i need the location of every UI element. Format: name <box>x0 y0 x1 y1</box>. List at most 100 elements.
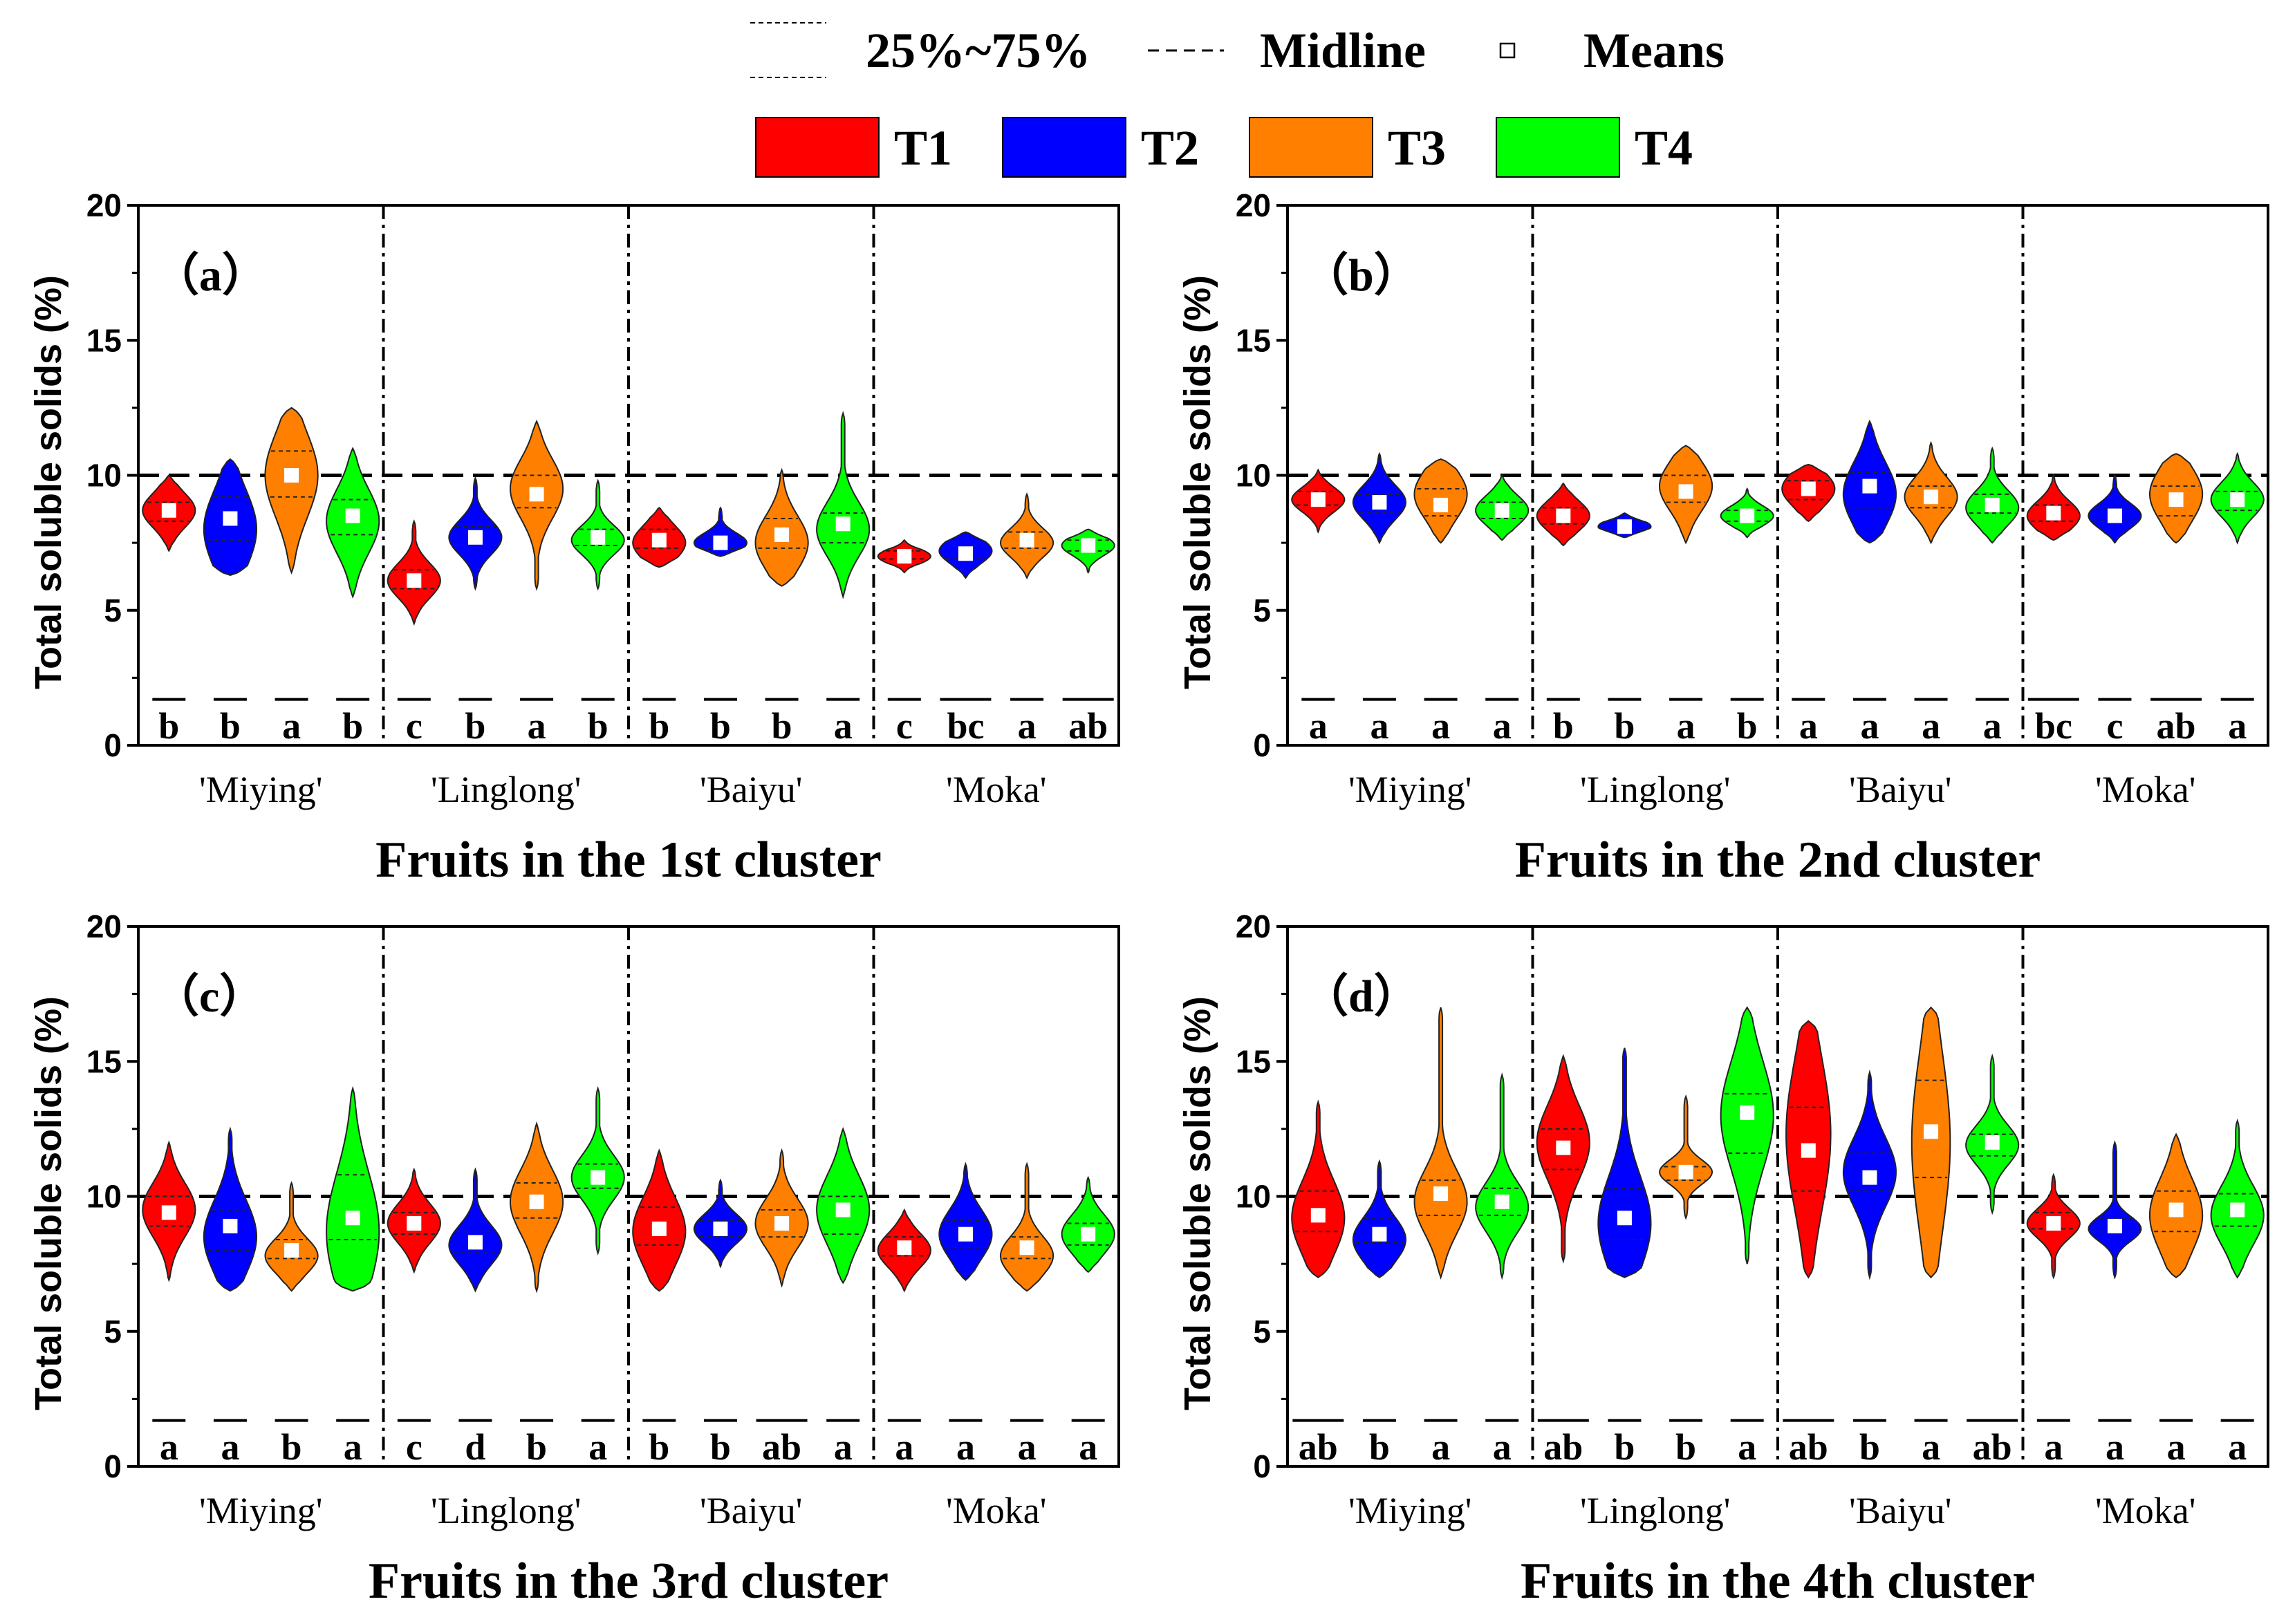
significance-letter: ab <box>1299 1426 1338 1468</box>
legend-swatch-t2 <box>1002 117 1126 178</box>
violin-t2-3 <box>2088 1140 2142 1280</box>
mean-marker <box>284 1243 299 1258</box>
mean-marker <box>1924 1124 1939 1139</box>
violin-t3-1 <box>509 419 564 591</box>
significance-letter: a <box>1431 1426 1450 1468</box>
mean-marker <box>958 546 973 561</box>
mean-marker <box>467 1235 483 1250</box>
legend: 25%~75% Midline Means T1 T2 T3 T4 <box>750 22 1725 178</box>
category-label: 'Moka' <box>2095 1490 2195 1531</box>
y-tick-label: 10 <box>1236 458 1271 494</box>
category-label: 'Baiyu' <box>1849 769 1951 810</box>
significance-letter: ab <box>2157 705 2196 747</box>
significance-letter: b <box>1614 1426 1635 1468</box>
mean-marker <box>1801 481 1816 496</box>
category-label: 'Miying' <box>1348 769 1471 810</box>
mean-marker <box>1862 478 1877 494</box>
x-axis-title: Fruits in the 3rd cluster <box>369 1553 889 1609</box>
significance-letter: b <box>1737 705 1758 747</box>
violin-t2-2 <box>693 506 747 557</box>
significance-letter: a <box>1799 705 1818 747</box>
category-label: 'Moka' <box>946 769 1046 810</box>
mean-marker <box>161 503 176 518</box>
violin-t2-1 <box>448 1167 503 1293</box>
significance-letter: b <box>465 705 485 747</box>
violin-t4-0 <box>1475 1072 1530 1280</box>
mean-marker <box>2107 508 2122 523</box>
significance-letter: a <box>1860 705 1879 747</box>
category-label: 'Moka' <box>2095 769 2195 810</box>
y-tick-label: 10 <box>86 1179 122 1215</box>
category-label: 'Baiyu' <box>1849 1490 1951 1531</box>
mean-marker <box>1678 1164 1693 1179</box>
violin-t3-2 <box>1911 1006 1951 1279</box>
mean-marker <box>651 1221 667 1236</box>
legend-label-t3: T3 <box>1388 120 1446 176</box>
significance-letter: a <box>834 705 853 747</box>
significance-letter: a <box>1922 705 1940 747</box>
panel-a: 0 5 10 15 20 Total soluble solids (%) （a） 'Miyi… <box>28 187 1120 888</box>
category-label: 'Baiyu' <box>700 769 802 810</box>
panel-b: 0 5 10 15 20 Total soluble solids (%) （b） 'Miyi… <box>1177 187 2269 888</box>
x-axis-title: Fruits in the 4th cluster <box>1521 1553 2035 1609</box>
mean-marker <box>1617 1211 1632 1226</box>
panel-d: 0 5 10 15 20 Total soluble solids (%) （d） 'Miyi… <box>1177 908 2269 1609</box>
significance-letter: c <box>406 705 422 747</box>
y-axis-label: Total soluble solids (%) <box>28 996 69 1410</box>
significance-letter: a <box>160 1426 178 1468</box>
significance-letter: a <box>221 1426 239 1468</box>
legend-iqr-label: 25%~75% <box>866 23 1090 78</box>
significance-letter: a <box>2044 1426 2063 1468</box>
violin-t1-0 <box>1291 1099 1346 1278</box>
mean-marker <box>1924 489 1939 505</box>
legend-swatch-t4 <box>1496 117 1620 178</box>
mean-marker <box>223 511 238 526</box>
x-axis-title: Fruits in the 1st cluster <box>375 832 882 888</box>
significance-letter: b <box>342 705 363 747</box>
significance-letter: a <box>1370 705 1388 747</box>
significance-letter: b <box>1614 705 1635 747</box>
mean-marker <box>2168 1202 2184 1217</box>
significance-letter: b <box>158 705 179 747</box>
mean-marker <box>407 573 422 588</box>
mean-marker <box>1433 497 1449 512</box>
violin-t3-0 <box>264 407 319 575</box>
panel-label: （c） <box>154 971 265 1022</box>
mean-marker <box>774 527 790 542</box>
significance-letter: ab <box>1789 1426 1828 1468</box>
y-tick-label: 20 <box>1236 187 1271 223</box>
mean-marker <box>1678 484 1693 499</box>
mean-marker <box>161 1205 176 1220</box>
mean-marker <box>713 1221 728 1236</box>
mean-marker <box>835 1202 851 1217</box>
category-label: 'Linglong' <box>1580 1490 1730 1531</box>
y-tick-label: 5 <box>1253 1314 1271 1350</box>
y-tick-label: 10 <box>86 458 122 494</box>
significance-letter: a <box>588 1426 607 1468</box>
mean-marker <box>1556 1140 1571 1155</box>
significance-letter: ab <box>1973 1426 2012 1468</box>
significance-letter: b <box>588 705 608 747</box>
significance-letter: a <box>1018 1426 1037 1468</box>
significance-letter: b <box>710 1426 731 1468</box>
panel-label: （b） <box>1303 250 1420 301</box>
y-tick-label: 20 <box>86 908 122 944</box>
significance-letter: a <box>1493 1426 1512 1468</box>
significance-letter: b <box>526 1426 547 1468</box>
category-label: 'Linglong' <box>431 1490 581 1531</box>
y-axis-label: Total soluble solids (%) <box>28 275 69 689</box>
significance-letter: a <box>1309 705 1328 747</box>
violin-t4-3 <box>2210 1118 2265 1279</box>
mean-marker <box>2230 492 2245 507</box>
significance-letter: b <box>649 1426 669 1468</box>
mean-marker <box>1372 1226 1387 1242</box>
mean-marker <box>2046 505 2061 521</box>
violin-t3-1 <box>1658 1094 1713 1220</box>
significance-letter: a <box>956 1426 975 1468</box>
violin-t1-1 <box>387 519 441 626</box>
violin-t4-2 <box>1965 1054 2020 1215</box>
legend-swatch-t1 <box>755 117 880 178</box>
legend-mean-marker <box>1499 42 1516 59</box>
violin-t3-0 <box>1413 1007 1468 1280</box>
significance-letter: c <box>896 705 913 747</box>
